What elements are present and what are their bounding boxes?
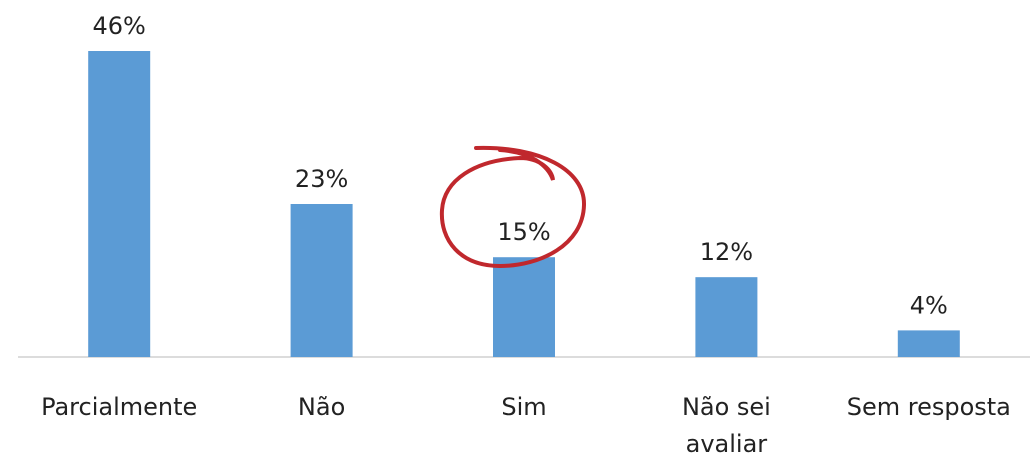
x-tick-label: Não bbox=[298, 393, 345, 421]
bar bbox=[897, 330, 960, 357]
value-label: 4% bbox=[910, 291, 948, 319]
value-label: 15% bbox=[497, 218, 550, 246]
bar bbox=[88, 51, 151, 357]
bar bbox=[290, 204, 353, 357]
value-label: 46% bbox=[93, 12, 146, 40]
x-tick-label: Parcialmente bbox=[41, 393, 197, 421]
x-tick-label: Sem resposta bbox=[847, 393, 1011, 421]
bar bbox=[695, 277, 758, 357]
highlight-circle bbox=[439, 145, 587, 269]
x-tick-label: Não sei avaliar bbox=[682, 393, 771, 458]
x-tick-label: Sim bbox=[501, 393, 546, 421]
value-label: 23% bbox=[295, 165, 348, 193]
bar bbox=[493, 257, 555, 357]
value-label: 12% bbox=[700, 238, 753, 266]
